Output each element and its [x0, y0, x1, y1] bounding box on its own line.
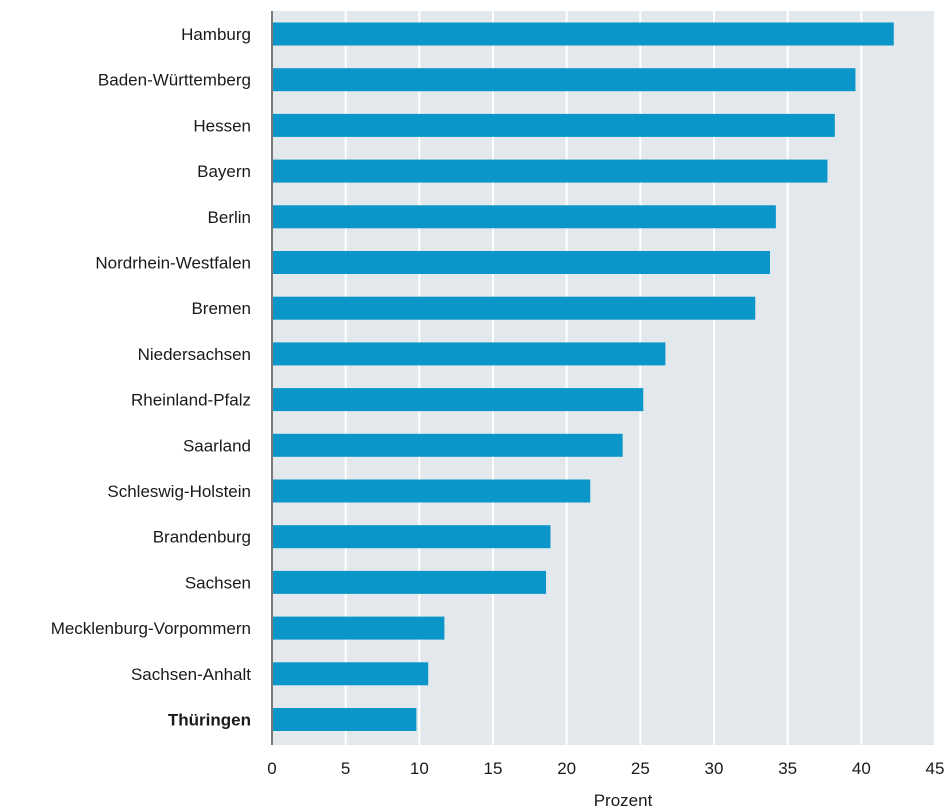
x-tick-label: 40 [852, 759, 871, 778]
bar [272, 616, 445, 640]
category-label: Brandenburg [153, 528, 251, 547]
category-label: Hessen [193, 116, 251, 135]
x-tick-label: 20 [557, 759, 576, 778]
bar [272, 525, 551, 549]
x-tick-label: 45 [926, 759, 945, 778]
bar [272, 388, 644, 412]
x-tick-label: 5 [341, 759, 350, 778]
bar [272, 22, 894, 46]
bar [272, 433, 623, 457]
category-label: Hamburg [181, 25, 251, 44]
x-tick-label: 30 [705, 759, 724, 778]
bar [272, 296, 756, 320]
category-label: Nordrhein-Westfalen [95, 254, 251, 273]
x-tick-label: 0 [267, 759, 276, 778]
bar [272, 662, 429, 686]
bar [272, 159, 828, 183]
category-label: Berlin [208, 208, 251, 227]
category-label: Schleswig-Holstein [107, 482, 251, 501]
category-label: Sachsen [185, 573, 251, 592]
category-label: Mecklenburg-Vorpommern [51, 619, 251, 638]
x-tick-label: 10 [410, 759, 429, 778]
category-label: Niedersachsen [138, 345, 251, 364]
bar [272, 251, 770, 274]
category-labels: Hamburg Baden-Württemberg Hessen Bayern Berl… [51, 25, 252, 730]
x-tick-labels: 0 5 10 15 20 25 30 35 40 45 [267, 759, 944, 778]
bar [272, 113, 835, 137]
x-tick-label: 15 [484, 759, 503, 778]
bar [272, 479, 591, 503]
category-label: Sachsen-Anhalt [131, 665, 251, 684]
x-tick-label: 25 [631, 759, 650, 778]
category-label: Baden-Württemberg [98, 71, 251, 90]
bar [272, 570, 547, 594]
bar [272, 68, 856, 92]
category-label: Saarland [183, 436, 251, 455]
category-label: Bayern [197, 162, 251, 181]
bar [272, 342, 666, 366]
category-label: Thüringen [168, 711, 251, 730]
x-tick-label: 35 [778, 759, 797, 778]
category-label: Rheinland-Pfalz [131, 391, 251, 410]
x-axis-title: Prozent [594, 791, 653, 809]
category-label: Bremen [191, 299, 251, 318]
bar [272, 708, 417, 731]
bars [272, 22, 894, 731]
bar [272, 205, 776, 229]
